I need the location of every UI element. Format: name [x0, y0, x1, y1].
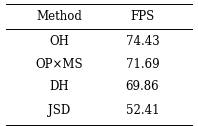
Text: JSD: JSD: [48, 104, 70, 117]
Text: 52.41: 52.41: [126, 104, 159, 117]
Text: OH: OH: [50, 35, 69, 48]
Text: 74.43: 74.43: [126, 35, 159, 48]
Text: DH: DH: [50, 80, 69, 93]
Text: 71.69: 71.69: [126, 58, 159, 71]
Text: 69.86: 69.86: [126, 80, 159, 93]
Text: Method: Method: [36, 10, 82, 23]
Text: OP×MS: OP×MS: [36, 58, 83, 71]
Text: FPS: FPS: [130, 10, 155, 23]
